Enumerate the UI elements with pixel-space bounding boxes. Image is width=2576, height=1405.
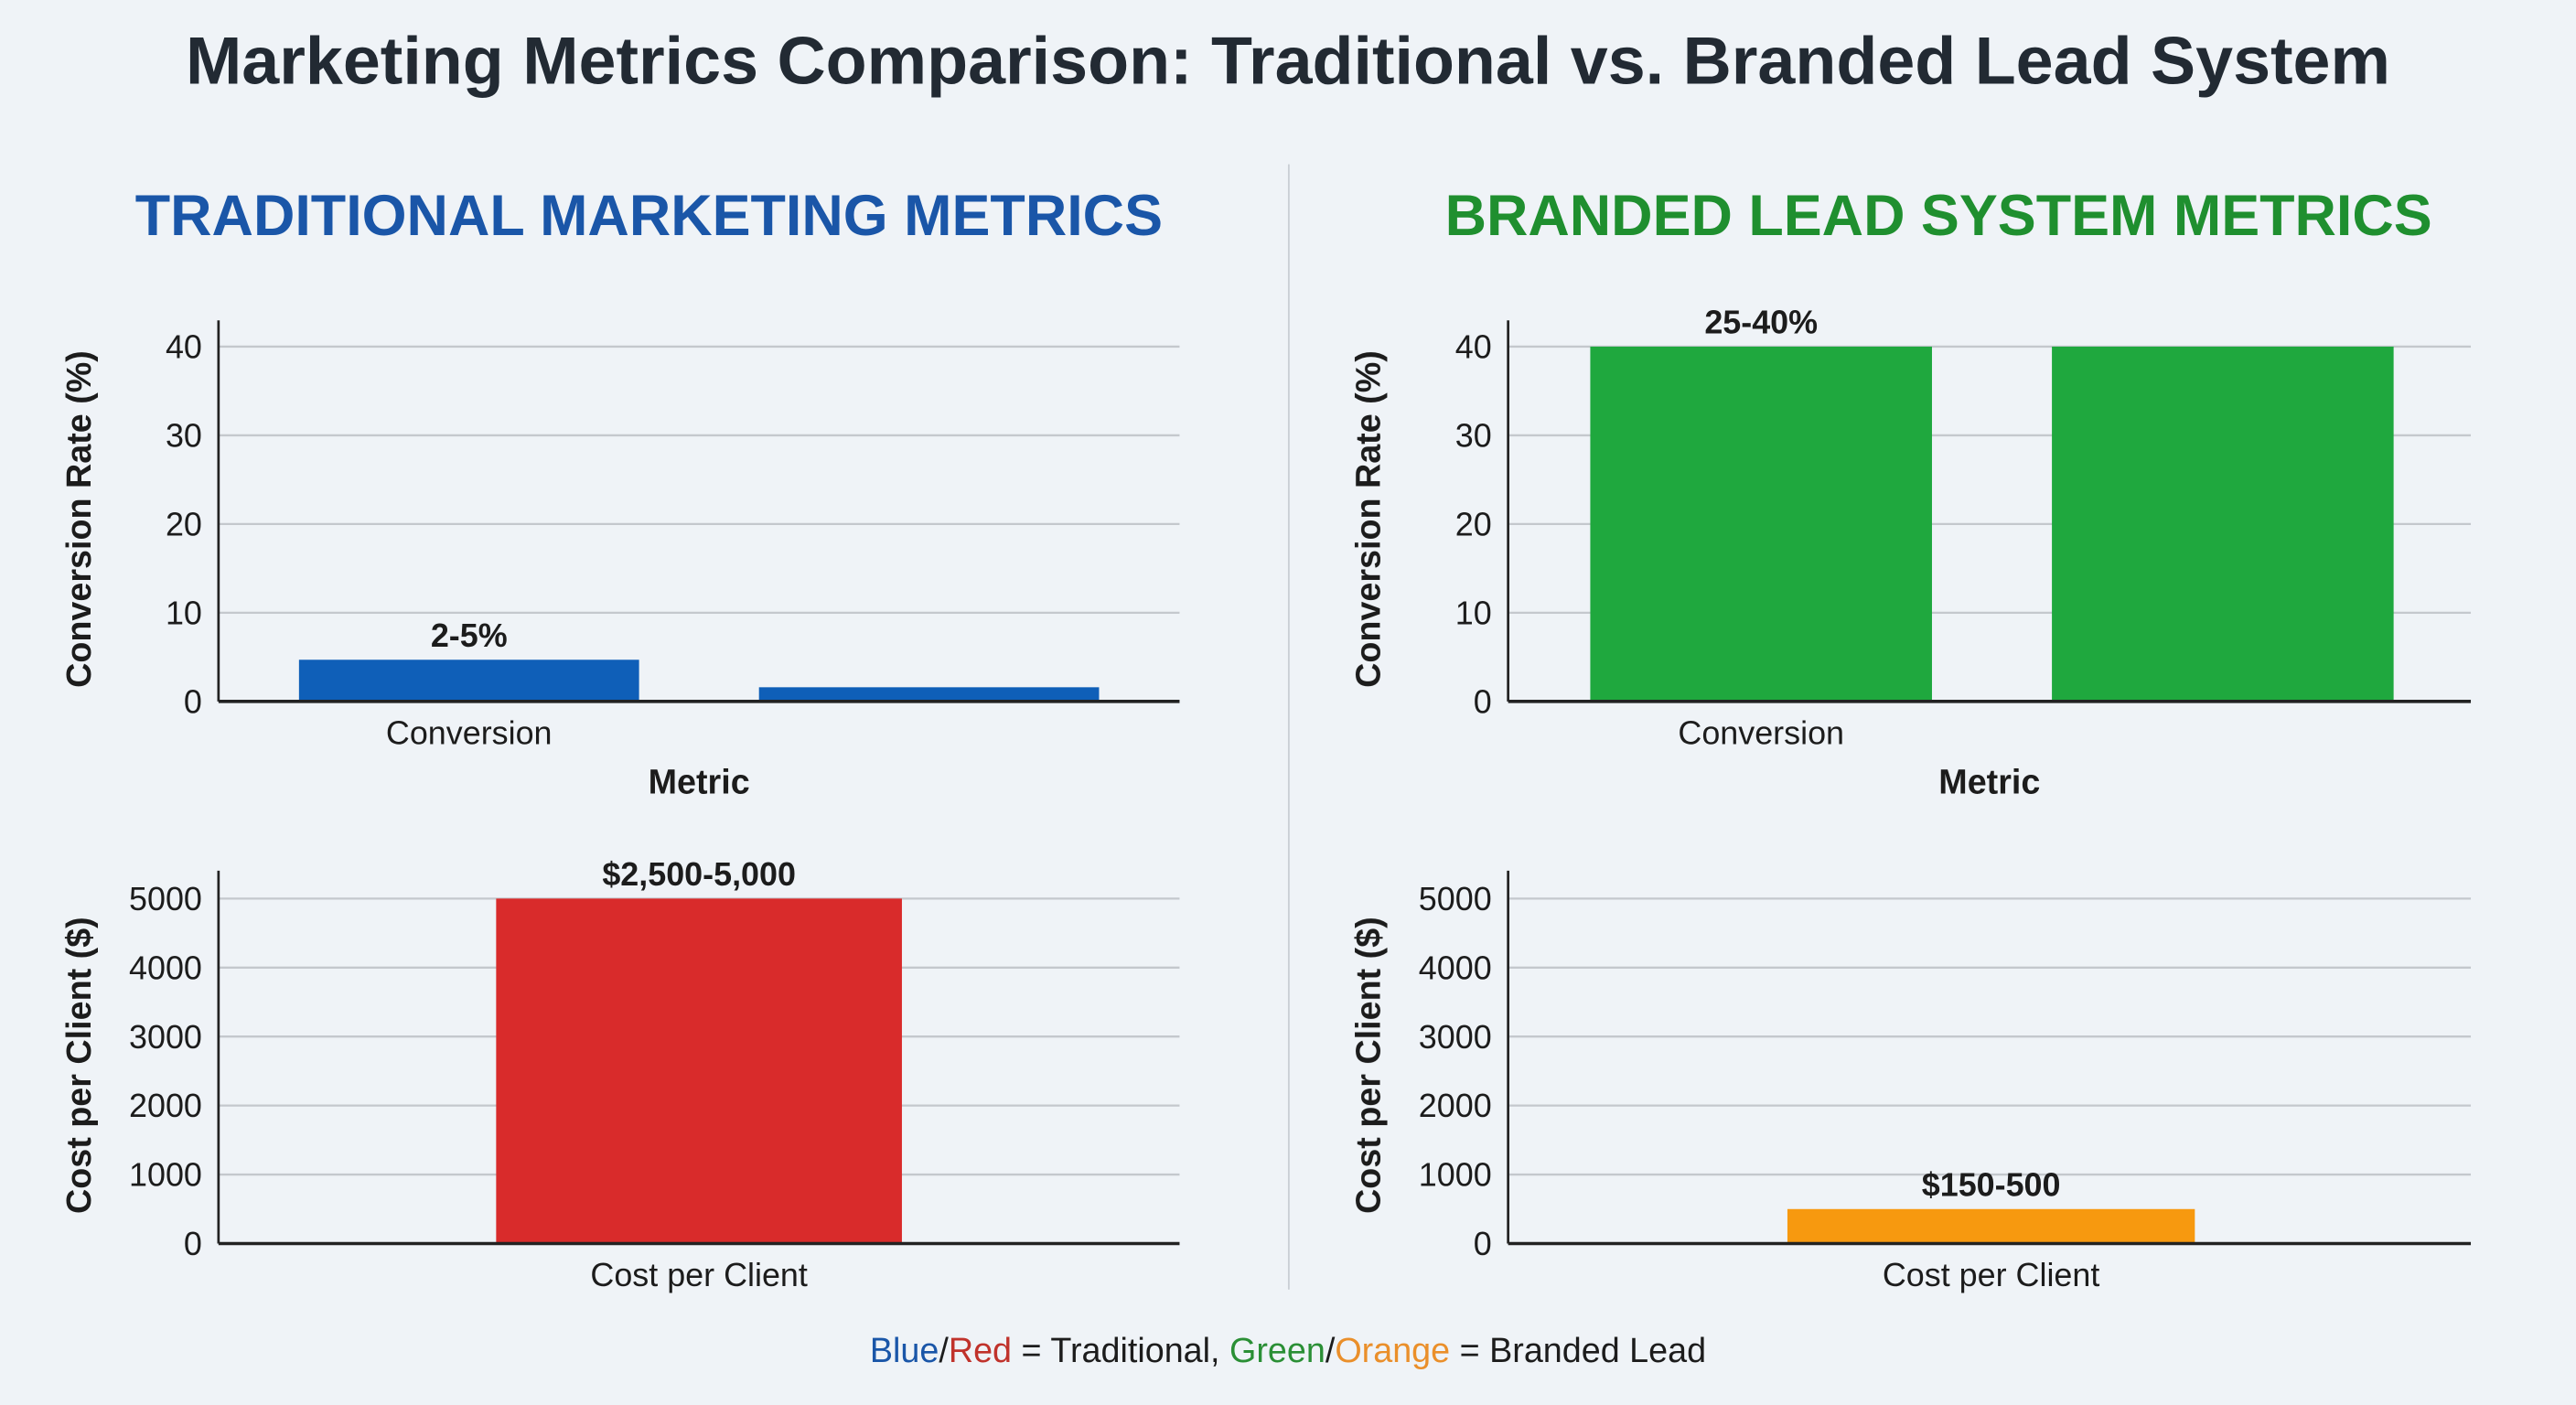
x-tick-label: Cost per Client bbox=[1883, 1256, 2100, 1293]
bar bbox=[298, 660, 639, 702]
traditional-section-heading: TRADITIONAL MARKETING METRICS bbox=[134, 184, 1163, 249]
y-tick-label: 2000 bbox=[129, 1087, 202, 1124]
y-axis-title: Cost per Client ($) bbox=[1349, 917, 1388, 1214]
y-tick-label: 10 bbox=[1455, 594, 1492, 631]
y-tick-label: 5000 bbox=[129, 880, 202, 917]
y-tick-label: 5000 bbox=[1419, 880, 1492, 917]
y-tick-label: 3000 bbox=[129, 1018, 202, 1056]
y-axis-title: Conversion Rate (%) bbox=[1349, 350, 1388, 688]
y-tick-label: 1000 bbox=[129, 1156, 202, 1194]
y-tick-label: 10 bbox=[166, 594, 202, 631]
y-tick-label: 40 bbox=[166, 328, 202, 366]
y-tick-label: 3000 bbox=[1419, 1018, 1492, 1056]
bar bbox=[496, 898, 902, 1244]
data-label: $2,500-5,000 bbox=[602, 855, 796, 893]
x-axis-title: Metric bbox=[649, 762, 750, 800]
y-axis-title: Conversion Rate (%) bbox=[59, 350, 98, 688]
branded-section-heading: BRANDED LEAD SYSTEM METRICS bbox=[1444, 184, 2432, 249]
y-tick-label: 0 bbox=[184, 682, 202, 720]
data-label: $150-500 bbox=[1922, 1165, 2061, 1203]
bar bbox=[1787, 1208, 2195, 1244]
x-tick-label: Conversion bbox=[1678, 714, 1844, 752]
y-tick-label: 4000 bbox=[129, 949, 202, 986]
bar bbox=[1590, 346, 1932, 702]
y-tick-label: 40 bbox=[1455, 328, 1492, 366]
y-tick-label: 20 bbox=[1455, 505, 1492, 542]
y-tick-label: 0 bbox=[1474, 682, 1492, 720]
y-tick-label: 2000 bbox=[1419, 1087, 1492, 1124]
legend-red: Red bbox=[948, 1332, 1013, 1370]
y-tick-label: 20 bbox=[166, 505, 202, 542]
data-label: 25-40% bbox=[1704, 304, 1818, 341]
legend-sep: / bbox=[939, 1332, 949, 1370]
data-label: 2-5% bbox=[431, 617, 508, 654]
legend-green: Green bbox=[1229, 1332, 1326, 1370]
bar bbox=[2052, 346, 2394, 702]
y-tick-label: 1000 bbox=[1419, 1156, 1492, 1194]
bar bbox=[758, 687, 1100, 702]
y-axis-title: Cost per Client ($) bbox=[59, 917, 98, 1214]
x-tick-label: Conversion bbox=[386, 714, 553, 752]
divider bbox=[1287, 164, 1290, 1290]
x-axis-title: Metric bbox=[1938, 762, 2040, 800]
y-tick-label: 0 bbox=[184, 1225, 202, 1262]
y-tick-label: 0 bbox=[1474, 1225, 1492, 1262]
legend-sep: / bbox=[1325, 1332, 1336, 1370]
color-legend: Blue/Red = Traditional, Green/Orange = B… bbox=[0, 1332, 2576, 1371]
legend-orange: Orange bbox=[1335, 1332, 1451, 1370]
legend-blue: Blue bbox=[869, 1332, 939, 1370]
page-title: Marketing Metrics Comparison: Traditiona… bbox=[185, 23, 2390, 99]
legend-branded: = Branded Lead bbox=[1450, 1332, 1707, 1370]
y-tick-label: 30 bbox=[166, 416, 202, 454]
y-tick-label: 30 bbox=[1455, 416, 1492, 454]
legend-traditional: = Traditional, bbox=[1012, 1332, 1230, 1370]
x-tick-label: Cost per Client bbox=[590, 1256, 807, 1293]
y-tick-label: 4000 bbox=[1419, 949, 1492, 986]
